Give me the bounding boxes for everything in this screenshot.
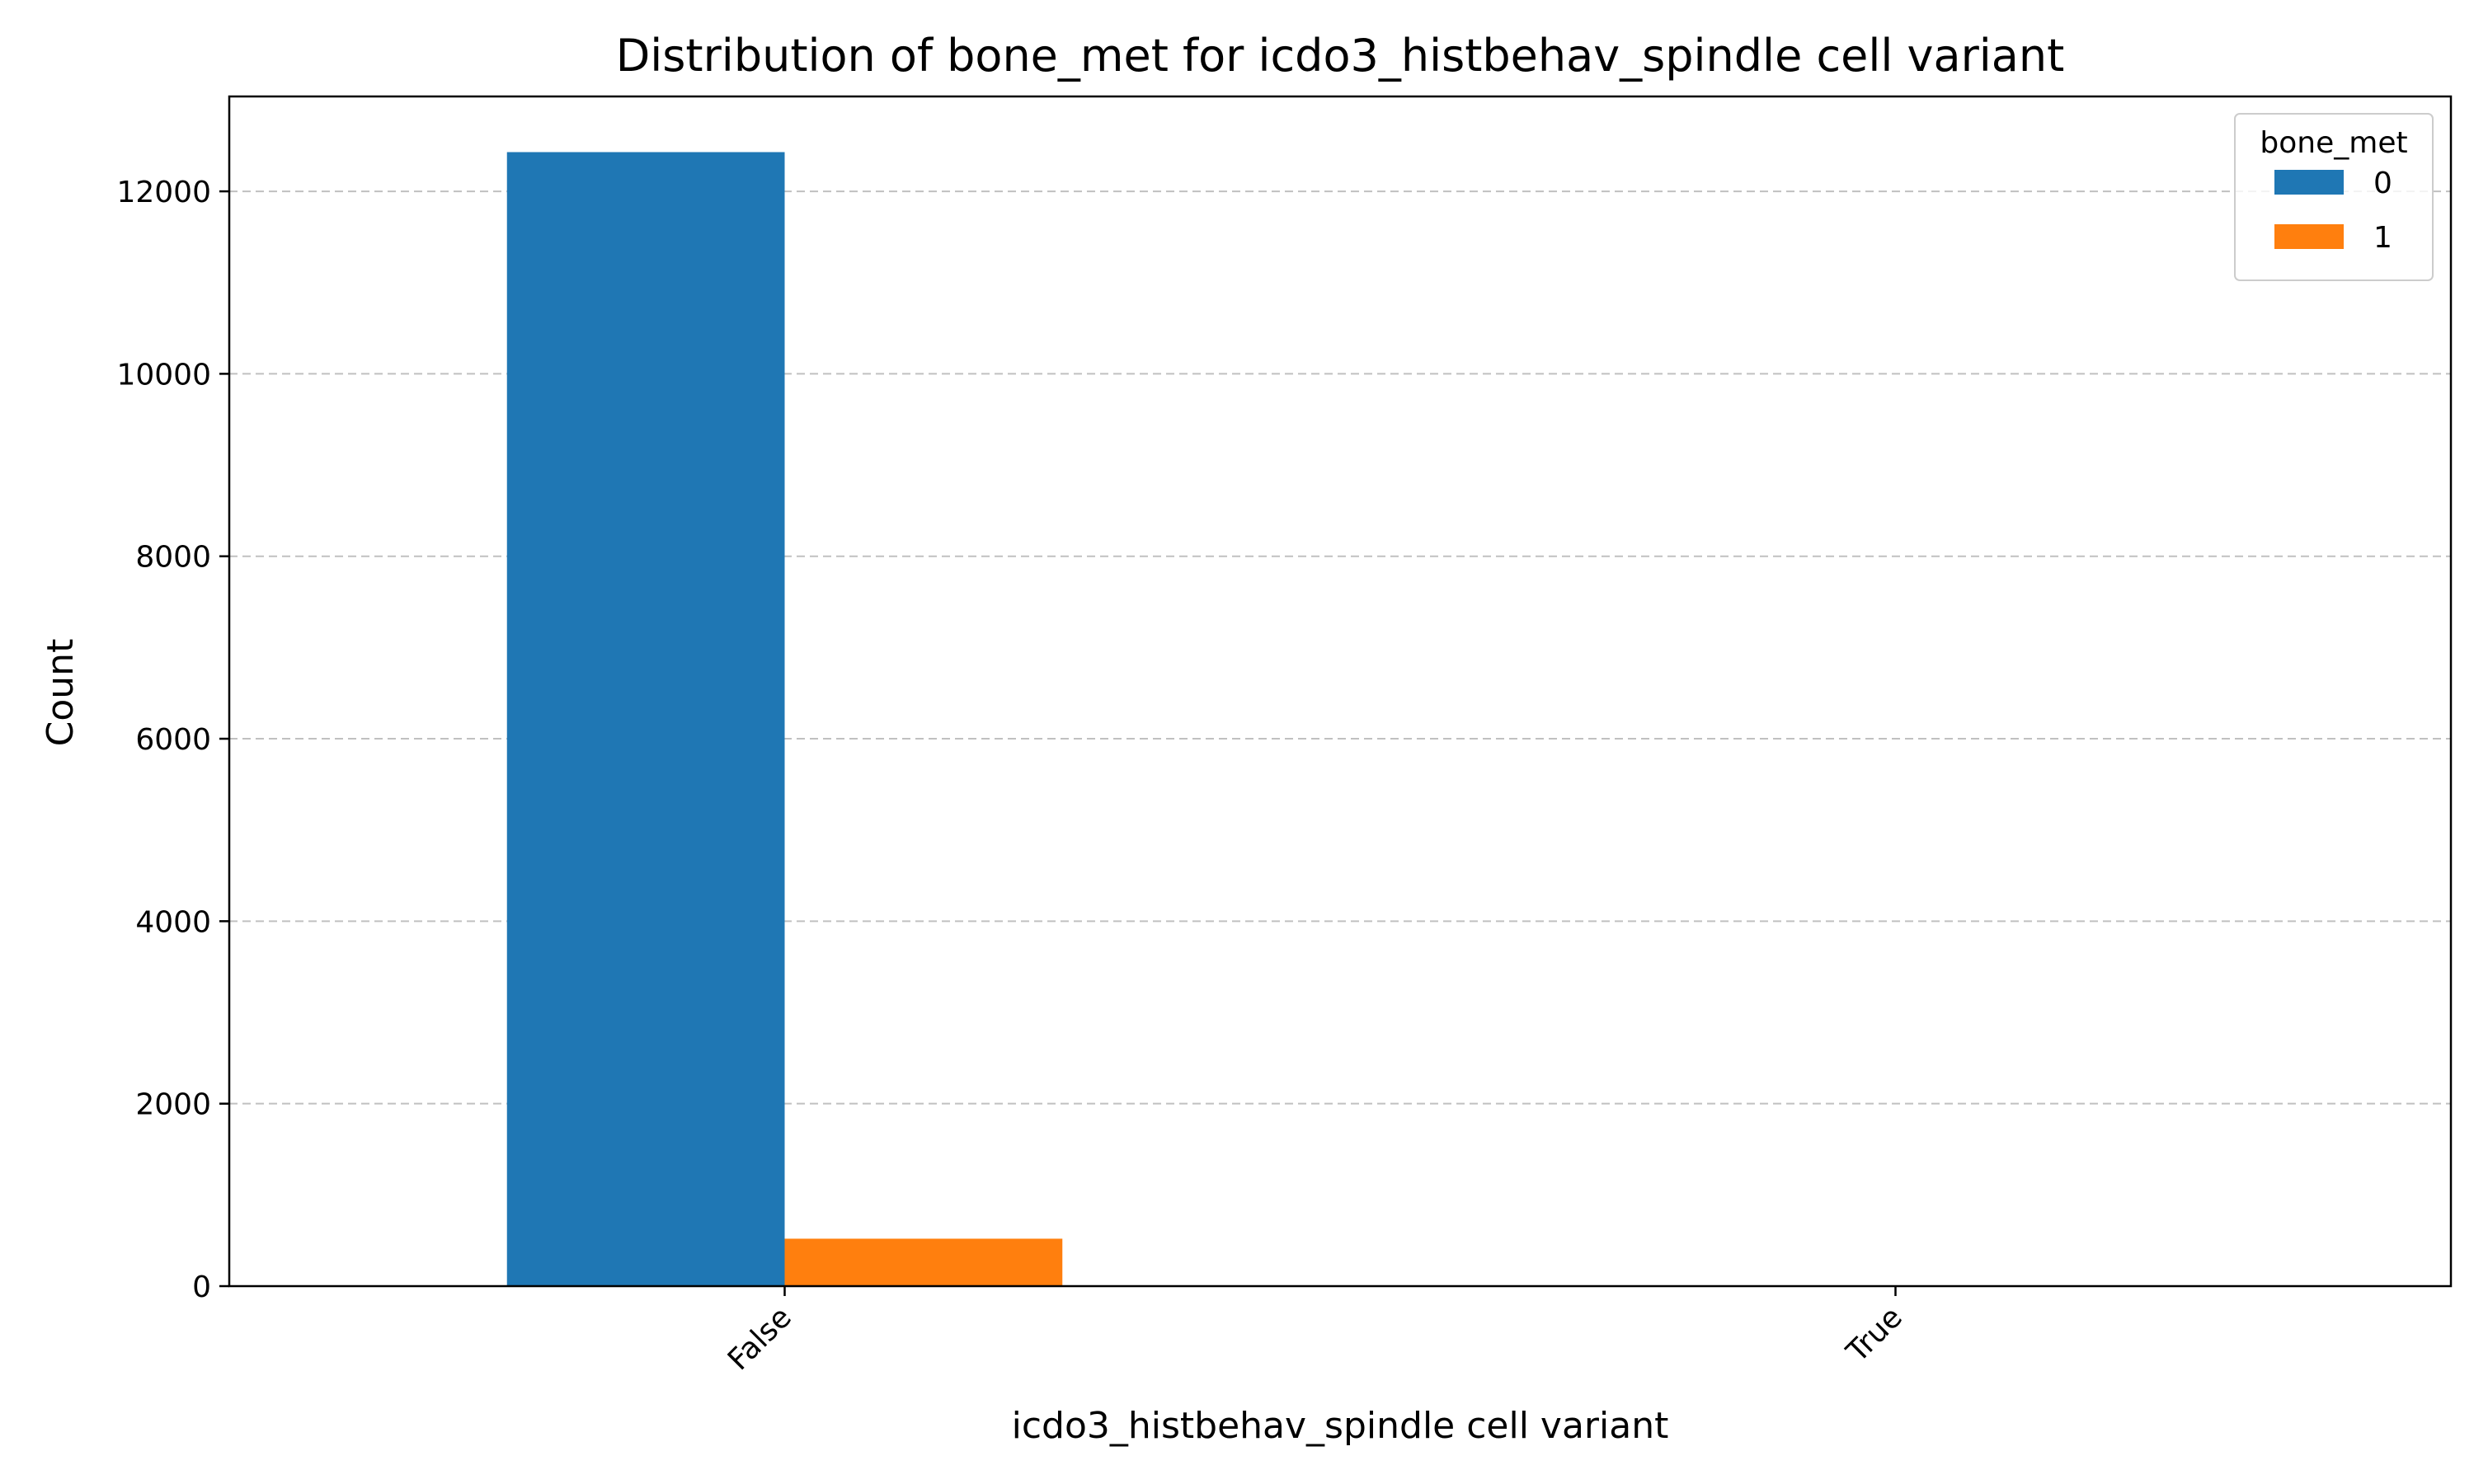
y-axis-ticks: 0 2000 4000 6000 8000 10000 12000 bbox=[116, 176, 229, 1304]
legend-swatch-0 bbox=[2274, 170, 2344, 195]
legend-title: bone_met bbox=[2260, 126, 2407, 160]
y-tick-label-12000: 12000 bbox=[116, 176, 211, 209]
y-tick-label-0: 0 bbox=[192, 1270, 211, 1304]
y-axis-label: Count bbox=[40, 639, 82, 747]
y-tick-label-10000: 10000 bbox=[116, 358, 211, 392]
legend-label-1: 1 bbox=[2373, 221, 2392, 255]
y-tick-label-2000: 2000 bbox=[135, 1088, 211, 1122]
bar-false-series-1 bbox=[784, 1238, 1063, 1286]
y-tick-label-4000: 4000 bbox=[135, 905, 211, 939]
legend-swatch-1 bbox=[2274, 224, 2344, 249]
y-tick-label-6000: 6000 bbox=[135, 723, 211, 757]
legend-items: 01 bbox=[2274, 167, 2392, 255]
legend-label-0: 0 bbox=[2373, 167, 2392, 200]
x-axis-label: icdo3_histbehav_spindle cell variant bbox=[1012, 1405, 1669, 1447]
y-tick-label-8000: 8000 bbox=[135, 541, 211, 575]
bar-false-series-0 bbox=[506, 152, 785, 1286]
legend: bone_met 01 bbox=[2234, 113, 2434, 281]
plot-frame bbox=[228, 95, 2453, 1288]
bars bbox=[506, 152, 1063, 1286]
chart-title: Distribution of bone_met for icdo3_histb… bbox=[616, 30, 2065, 82]
